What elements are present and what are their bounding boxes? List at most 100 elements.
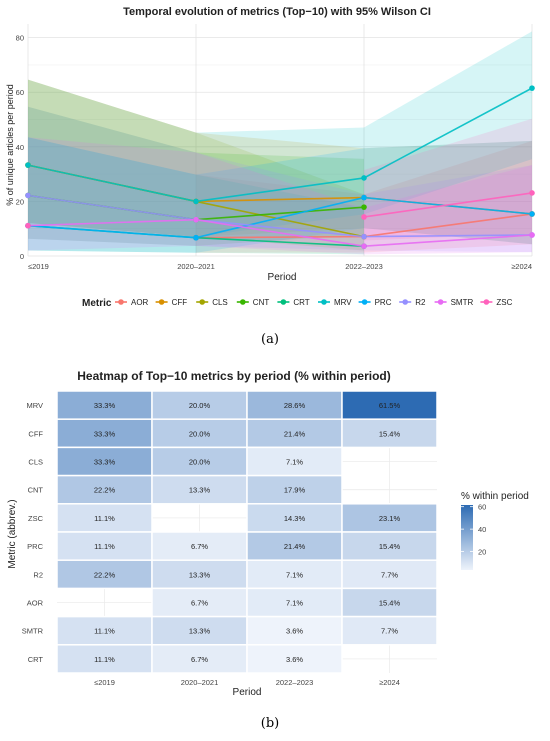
legend-swatch-point xyxy=(240,299,246,305)
series-line-zsc xyxy=(363,192,533,218)
heatmap-cell xyxy=(151,587,248,618)
heatmap-chart: Heatmap of Top−10 metrics by period (% w… xyxy=(7,369,529,698)
legend-label: ZSC xyxy=(496,298,512,307)
heatmap-cell-label: 33.3% xyxy=(94,458,116,467)
heatmap-cell xyxy=(56,390,153,420)
heatmap-y-tick-label: CLS xyxy=(28,458,43,467)
heatmap-x-label: Period xyxy=(233,687,262,698)
y-tick-label: 60 xyxy=(16,88,24,97)
y-tick-label: 40 xyxy=(16,143,24,152)
x-axis-label: Period xyxy=(268,272,297,283)
heatmap-y-tick-label: AOR xyxy=(27,599,44,608)
data-point-prc xyxy=(529,211,535,217)
heatmap-cell-label: 17.9% xyxy=(284,486,306,495)
ci-ribbon-mrv xyxy=(28,31,532,237)
data-point-zsc xyxy=(529,190,535,196)
legend-item-smtr: SMTR xyxy=(434,298,473,307)
data-point-mrv xyxy=(361,175,367,181)
heatmap-y-tick-label: MRV xyxy=(26,401,43,410)
series-line-smtr xyxy=(27,218,533,247)
ci-ribbon-r2 xyxy=(28,106,532,253)
heatmap-cell xyxy=(151,531,248,561)
heatmap-cell-label: 20.0% xyxy=(189,458,211,467)
heatmap-cell xyxy=(341,559,438,590)
heatmap-cell xyxy=(341,418,438,449)
heatmap-cell-label: 6.7% xyxy=(191,655,208,664)
heatmap-cell xyxy=(151,390,248,420)
heatmap-y-tick-label: R2 xyxy=(33,570,43,579)
colorbar-tick-label: 60 xyxy=(478,503,486,512)
heatmap-cell xyxy=(56,474,153,505)
heatmap-cell-label: 6.7% xyxy=(191,599,208,608)
heatmap-cell-label: 11.1% xyxy=(94,514,115,523)
heatmap-cell xyxy=(151,446,248,477)
series-line-r2 xyxy=(27,194,533,238)
legend: Metric AOR CFF CLS CNT CRT MRV PRC R2 SMTR ZSC xyxy=(82,298,513,309)
colorbar: % within period 20 40 60 xyxy=(461,491,529,570)
legend-swatch-point xyxy=(118,299,124,305)
heatmap-cell-label: 7.1% xyxy=(286,599,303,608)
y-tick-label: 80 xyxy=(16,34,24,43)
line-chart: Temporal evolution of metrics (Top−10) w… xyxy=(5,6,535,309)
colorbar-tick-label: 40 xyxy=(478,525,486,534)
legend-item-prc: PRC xyxy=(358,298,392,307)
x-axis-ticks: ≤2019 2020–2021 2022–2023 ≥2024 xyxy=(28,262,532,271)
heatmap-cell-label: 33.3% xyxy=(94,401,116,410)
heatmap-cell-label: 7.7% xyxy=(381,570,398,579)
legend-item-zsc: ZSC xyxy=(480,298,513,307)
data-point-zsc xyxy=(361,214,367,220)
series-line-prc xyxy=(27,196,533,239)
ci-ribbon-crt xyxy=(28,137,364,255)
data-point-prc xyxy=(361,194,367,201)
legend-label: MRV xyxy=(334,298,352,307)
heatmap-cell xyxy=(151,559,248,590)
legend-label: PRC xyxy=(375,298,392,307)
legend-item-cnt: CNT xyxy=(236,298,270,307)
heatmap-cell xyxy=(246,418,343,449)
heatmap-cell-label: 11.1% xyxy=(94,627,115,636)
heatmap-cell xyxy=(341,615,438,646)
heatmap-cell xyxy=(341,390,438,420)
y-tick-label: 0 xyxy=(20,252,24,261)
line-chart-grid xyxy=(27,24,533,257)
heatmap-x-ticks: ≤2019 2020–2021 2022–2023 ≥2024 xyxy=(94,678,400,687)
heatmap-y-tick-label: CNT xyxy=(28,486,44,495)
colorbar-tick-label: 20 xyxy=(478,548,486,557)
heatmap-y-tick-label: SMTR xyxy=(22,627,44,636)
heatmap-cell-label: 7.1% xyxy=(286,570,303,579)
legend-swatch-point xyxy=(361,299,368,305)
ci-ribbon-cff xyxy=(28,79,532,245)
heatmap-title: Heatmap of Top−10 metrics by period (% w… xyxy=(77,369,391,383)
legend-swatch-point xyxy=(321,299,327,305)
heatmap-cell-label: 15.4% xyxy=(379,429,401,438)
ci-ribbon-cnt xyxy=(28,106,364,246)
heatmap-cell-label: 33.3% xyxy=(94,429,116,438)
legend-label: CFF xyxy=(172,298,188,307)
data-point-r2 xyxy=(361,233,367,240)
heatmap-cell-labels: 33.3% 20.0% 28.6% 61.5% 33.3% 20.0% 21.4% 15.4%… xyxy=(94,401,401,664)
x-tick-label: 2020–2021 xyxy=(177,262,215,271)
data-point-zsc xyxy=(25,222,31,229)
heatmap-cell xyxy=(56,418,153,449)
legend-label: CNT xyxy=(253,298,270,307)
heatmap-x-tick-label: ≥2024 xyxy=(379,678,400,687)
heatmap-cell-label: 20.0% xyxy=(189,429,211,438)
legend-item-r2: R2 xyxy=(399,298,426,307)
legend-label: AOR xyxy=(131,298,149,307)
ci-ribbon-smtr xyxy=(28,137,532,255)
legend-item-mrv: MRV xyxy=(318,298,352,307)
heatmap-y-label: Metric (abbrev.) xyxy=(7,499,18,568)
x-tick-label: ≥2024 xyxy=(511,262,532,271)
heatmap-cell-label: 15.4% xyxy=(379,599,401,608)
heatmap-cell xyxy=(246,474,343,505)
legend-swatch-point xyxy=(158,299,165,305)
heatmap-cell-label: 13.3% xyxy=(189,570,211,579)
heatmap-cell-label: 61.5% xyxy=(379,401,401,410)
legend-swatch-point xyxy=(280,299,287,305)
legend-title: Metric xyxy=(82,298,112,309)
heatmap-cell-label: 22.2% xyxy=(94,486,116,495)
legend-label: CRT xyxy=(293,298,309,307)
heatmap-x-tick-label: 2020–2021 xyxy=(181,678,219,687)
heatmap-cell xyxy=(56,503,153,533)
legend-item-cff: CFF xyxy=(155,298,188,307)
